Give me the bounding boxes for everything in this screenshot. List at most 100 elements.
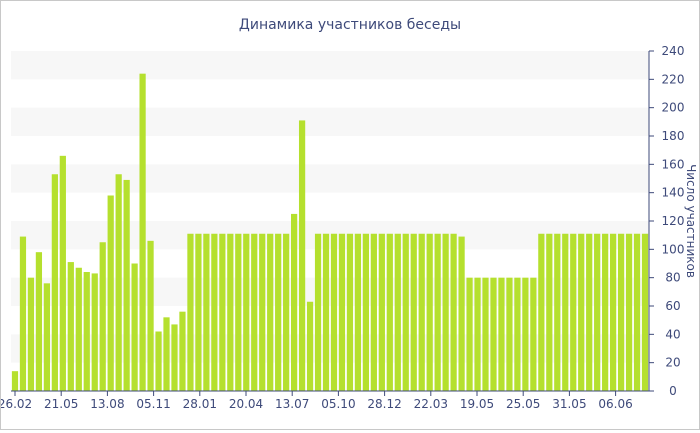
bar: [291, 213, 298, 391]
bar: [35, 252, 43, 391]
bar: [530, 277, 537, 391]
bar: [578, 233, 585, 391]
bar: [474, 277, 481, 391]
bar: [410, 233, 417, 391]
x-tick-label: 22.03: [414, 397, 448, 411]
bar: [235, 233, 242, 391]
bar: [163, 317, 170, 391]
bar: [267, 233, 274, 391]
x-tick-label: 06.06: [598, 397, 632, 411]
bar: [187, 233, 194, 391]
x-tick-labels: 26.02 21.05 13.08 05.11 28.01 20.04 13.07 05.10…: [0, 397, 633, 411]
bar: [442, 233, 449, 391]
bar: [99, 242, 106, 391]
bar: [322, 233, 330, 391]
y-tick-label: 160: [662, 157, 685, 171]
x-tick-label: 28.12: [367, 397, 401, 411]
bar: [107, 195, 114, 391]
bar: [147, 240, 154, 391]
bar: [330, 233, 338, 391]
axes: [11, 50, 654, 396]
bar: [91, 273, 98, 391]
x-tick-label: 26.02: [1, 397, 32, 411]
y-tick-label: 240: [662, 44, 685, 58]
y-tick-label: 100: [662, 242, 685, 256]
bar: [594, 233, 601, 391]
bar: [490, 277, 497, 391]
bar: [67, 262, 74, 391]
y-tick-label: 80: [665, 271, 680, 285]
y-tick-labels: 0 20 40 60 80 100 120 140 160 180 200 220 240: [662, 44, 685, 398]
bar: [227, 233, 234, 391]
bar: [610, 233, 617, 391]
bar: [641, 233, 649, 391]
bar: [482, 277, 489, 391]
bar: [354, 233, 362, 391]
bar: [625, 233, 633, 391]
y-axis-label: Число участников: [684, 164, 698, 278]
x-tick-label: 20.04: [229, 397, 263, 411]
bar: [195, 233, 202, 391]
bar: [450, 233, 457, 391]
grid-band: [11, 277, 649, 306]
x-tick-label: 31.05: [552, 397, 586, 411]
bar: [522, 277, 529, 391]
bar: [171, 324, 178, 391]
bar: [243, 233, 250, 391]
grid-band: [11, 221, 649, 250]
y-tick-label: 120: [662, 214, 685, 228]
y-tick-label: 60: [665, 299, 680, 313]
bar: [426, 233, 433, 391]
bar: [562, 233, 569, 391]
grid-band: [11, 164, 649, 193]
y-tick-label: 140: [662, 186, 685, 200]
bar: [27, 277, 35, 391]
bar: [11, 371, 19, 391]
bar: [314, 233, 322, 391]
bar: [498, 277, 505, 391]
bar: [51, 174, 58, 391]
bar: [139, 73, 146, 392]
bar: [418, 233, 425, 391]
bar: [203, 233, 210, 391]
x-tick-label: 19.05: [460, 397, 494, 411]
bar: [43, 283, 50, 391]
bar: [179, 311, 186, 391]
bar: [602, 233, 609, 391]
y-tick-label: 200: [662, 101, 685, 115]
chart-title: Динамика участников беседы: [239, 17, 461, 33]
bar: [394, 233, 401, 391]
x-tick-label: 25.05: [506, 397, 540, 411]
bar: [298, 120, 306, 392]
bar: [570, 233, 577, 391]
bar: [362, 233, 369, 391]
bar: [131, 263, 138, 391]
grid-band: [11, 107, 649, 136]
bar: [211, 233, 218, 391]
bar: [283, 233, 290, 391]
bar: [546, 233, 553, 391]
bar: [370, 233, 377, 391]
bar: [83, 272, 90, 391]
bar: [59, 155, 66, 391]
bar: [306, 301, 314, 391]
y-tick-label: 0: [669, 384, 677, 398]
bar: [155, 331, 162, 391]
bar: [633, 233, 641, 391]
bar: [538, 233, 545, 391]
bar: [219, 233, 226, 391]
bar: [378, 233, 385, 391]
bar: [402, 233, 409, 391]
bar: [586, 233, 593, 391]
bar: [458, 236, 465, 391]
bar: [75, 267, 82, 391]
x-tick-label: 13.08: [90, 397, 124, 411]
bar: [19, 236, 27, 391]
bar: [123, 179, 130, 391]
y-tick-label: 40: [665, 327, 680, 341]
bars: [11, 73, 649, 392]
bar: [617, 233, 625, 391]
grid-band: [11, 51, 649, 80]
y-tick-label: 220: [662, 72, 685, 86]
